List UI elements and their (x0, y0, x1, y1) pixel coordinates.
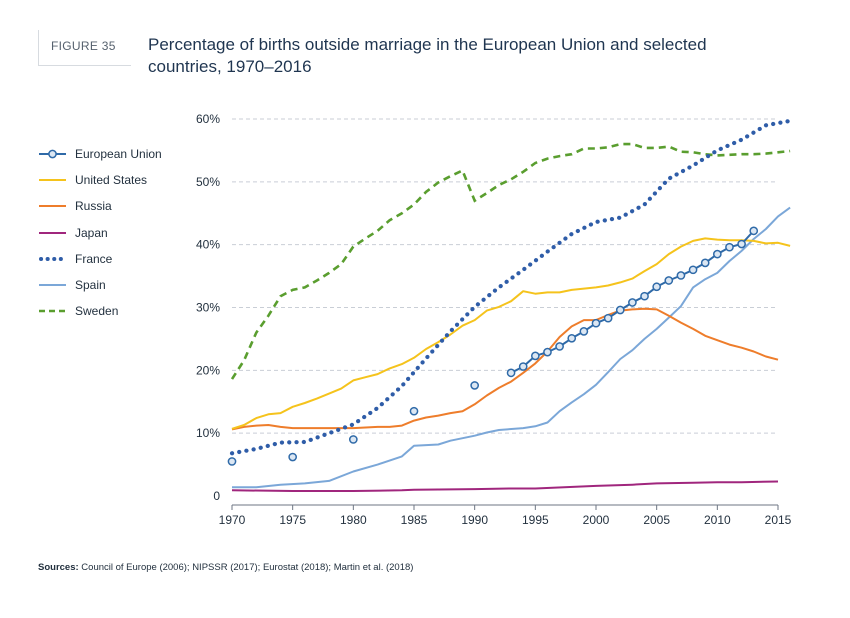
data-point (506, 368, 516, 378)
data-point (725, 242, 734, 252)
data-point (628, 298, 637, 307)
y-tick-label: 10% (196, 426, 220, 440)
data-point (555, 342, 564, 351)
legend-item-russia: Russia (38, 193, 188, 219)
y-tick-label: 20% (196, 363, 220, 377)
series-european-union (227, 226, 759, 466)
data-point (676, 271, 686, 280)
data-point (518, 362, 528, 371)
series-line-sweden (230, 142, 791, 380)
legend-label: Japan (75, 225, 108, 240)
legend-label: European Union (75, 147, 162, 162)
legend-item-sweden: Sweden (38, 298, 188, 324)
x-tick-label: 1975 (279, 513, 306, 527)
data-point (640, 291, 649, 301)
legend-item-japan: Japan (38, 220, 188, 246)
chart-legend: European Union United States Russia Japan Fr… (38, 141, 188, 324)
series-line-united-states (231, 237, 791, 430)
data-point (470, 381, 480, 390)
y-tick-label: 60% (196, 112, 220, 126)
legend-swatch (39, 284, 66, 287)
legend-item-spain: Spain (38, 272, 188, 298)
legend-swatch (39, 231, 66, 234)
data-point (348, 435, 358, 444)
data-point (409, 406, 419, 416)
legend-label: Russia (75, 199, 112, 214)
x-tick-label: 2010 (704, 513, 731, 527)
legend-item-european-union: European Union (38, 141, 188, 167)
data-point (543, 347, 552, 357)
x-tick-label: 1985 (401, 513, 428, 527)
x-tick-label: 1970 (219, 513, 246, 527)
legend-item-united-states: United States (38, 167, 188, 193)
x-tick-label: 2005 (643, 513, 670, 527)
legend-label: France (75, 251, 113, 266)
series-line-france (229, 118, 793, 456)
chart-title: Percentage of births outside marriage in… (148, 35, 707, 76)
y-tick-label: 40% (196, 238, 220, 252)
legend-swatch (39, 256, 68, 261)
series-spain (232, 206, 791, 489)
y-tick-label: 30% (196, 301, 220, 315)
y-tick-label: 0 (213, 489, 220, 503)
data-point (737, 239, 746, 249)
data-point (652, 282, 662, 292)
legend-swatch (39, 309, 66, 313)
data-point (664, 276, 674, 285)
series-russia (231, 307, 779, 431)
data-point (749, 226, 759, 236)
data-point (688, 265, 698, 275)
x-tick-label: 1990 (461, 513, 488, 527)
figure-label: FIGURE 35 (38, 30, 131, 66)
series-line-japan (231, 480, 779, 492)
legend-label: United States (75, 173, 148, 188)
data-point (615, 305, 625, 315)
legend-swatch-marker (48, 149, 57, 159)
y-tick-label: 50% (196, 175, 220, 189)
data-point (591, 318, 601, 328)
x-tick-label: 2000 (583, 513, 610, 527)
legend-label: Sweden (75, 304, 119, 319)
legend-swatch (39, 179, 66, 182)
x-tick-label: 1995 (522, 513, 549, 527)
x-tick-label: 2015 (765, 513, 792, 527)
data-point (530, 351, 540, 361)
series-line-spain (232, 206, 791, 489)
sources-note: Sources: Council of Europe (2006); NIPSS… (38, 562, 413, 573)
series-line-russia (231, 307, 779, 431)
legend-item-france: France (38, 246, 188, 272)
series-united-states (231, 237, 791, 430)
series-france (229, 118, 793, 456)
data-point (603, 313, 613, 323)
sources-prefix: Sources: (38, 562, 79, 573)
x-tick-label: 1980 (340, 513, 367, 527)
series-japan (231, 480, 779, 492)
data-point (712, 249, 722, 259)
data-point (227, 457, 237, 466)
data-point (700, 258, 710, 268)
legend-swatch (39, 149, 66, 159)
data-point (567, 333, 577, 343)
data-point (579, 327, 589, 336)
sources-text: Council of Europe (2006); NIPSSR (2017);… (78, 562, 414, 573)
legend-label: Spain (75, 278, 106, 293)
series-sweden (230, 142, 791, 380)
data-point (288, 452, 298, 462)
legend-swatch (39, 205, 66, 208)
